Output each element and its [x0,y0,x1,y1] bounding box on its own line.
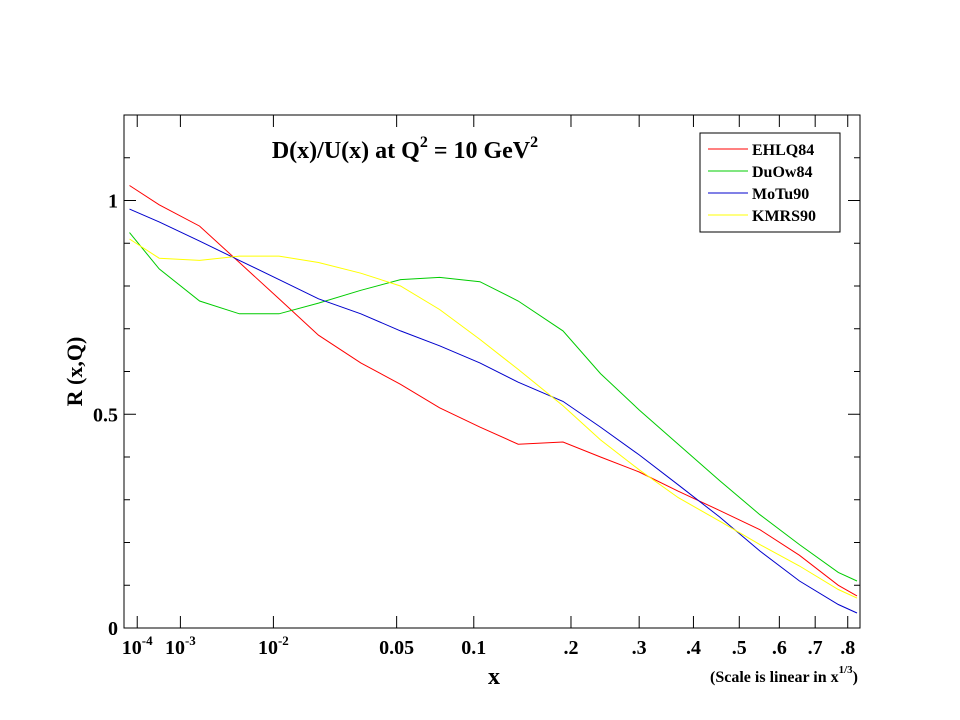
y-tick-label: 1 [108,191,118,213]
series-line [129,238,858,599]
scale-note-text: (Scale is linear in x [710,669,839,686]
x-tick-label-text: .4 [686,637,701,659]
x-tick-label: 10-3 [165,633,196,659]
y-axis-label: R (x,Q) [62,337,87,407]
series-line [129,208,858,614]
x-tick-label: 0.05 [379,637,414,659]
x-tick-label-text: 10 [165,637,185,659]
chart-title-exponent: 2 [420,134,428,151]
x-tick-label-text: 10 [258,637,278,659]
scale-note: (Scale is linear in x1/3) [710,664,858,686]
series-line [129,185,858,597]
x-tick-label: .4 [686,637,701,659]
legend-label: DuOw84 [752,164,812,181]
scale-note-end: ) [853,669,858,686]
x-tick-label-text: 10 [122,637,142,659]
legend-label: KMRS90 [752,208,816,225]
x-tick-label: .7 [808,637,823,659]
x-tick-label-text: .8 [840,637,855,659]
x-tick-label: .2 [563,637,578,659]
x-tick-label-text: .3 [632,637,647,659]
y-tick-label: 0.5 [93,404,118,426]
series-line [129,232,858,582]
x-tick-label: 0.1 [461,637,486,659]
x-tick-label: 10-4 [122,633,153,659]
x-tick-label-text: 0.05 [379,637,414,659]
x-tick-label-exponent: -4 [142,633,153,648]
legend-label: MoTu90 [752,186,809,203]
x-tick-label-text: .6 [772,637,787,659]
chart-title-exponent: 2 [530,134,538,151]
x-tick-label: .3 [632,637,647,659]
chart-title-text: D(x)/U(x) at Q [272,138,420,164]
chart-title-text: = 10 GeV [428,138,531,164]
x-tick-label: .5 [732,637,747,659]
x-tick-label-text: .7 [808,637,823,659]
x-tick-label: .6 [772,637,787,659]
y-tick-label: 0 [108,618,118,640]
x-tick-label-text: .5 [732,637,747,659]
chart-title: D(x)/U(x) at Q2 = 10 GeV2 [272,134,538,164]
x-tick-label: .8 [840,637,855,659]
x-axis-label: x [488,664,500,690]
x-tick-label: 10-2 [258,633,289,659]
x-tick-label-exponent: -3 [185,633,196,648]
legend-label: EHLQ84 [752,142,814,159]
x-tick-label-text: 0.1 [461,637,486,659]
x-tick-label-exponent: -2 [278,633,289,648]
scale-note-exponent: 1/3 [839,664,854,676]
x-tick-label-text: .2 [563,637,578,659]
